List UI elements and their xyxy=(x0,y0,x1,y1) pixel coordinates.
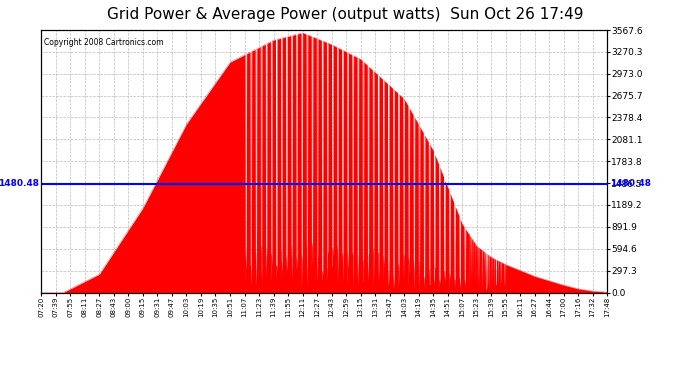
Text: Grid Power & Average Power (output watts)  Sun Oct 26 17:49: Grid Power & Average Power (output watts… xyxy=(107,8,583,22)
Text: Copyright 2008 Cartronics.com: Copyright 2008 Cartronics.com xyxy=(44,38,164,47)
Text: 1480.48: 1480.48 xyxy=(610,179,651,188)
Text: 1480.48: 1480.48 xyxy=(0,179,39,188)
